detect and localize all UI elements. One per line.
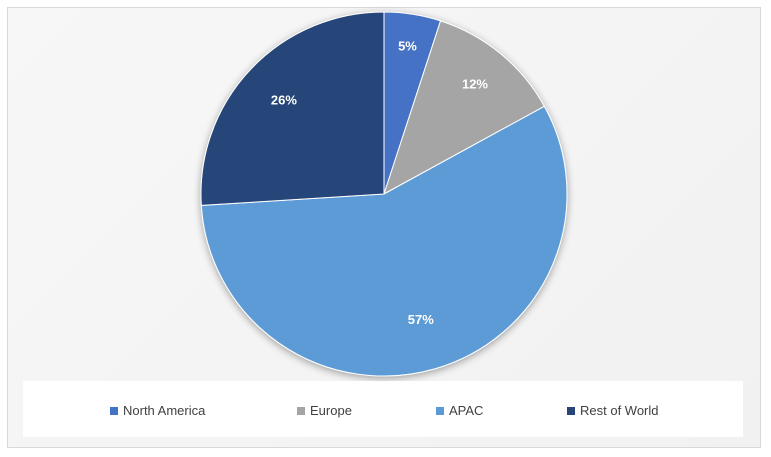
legend: North America Europe APAC Rest of World xyxy=(23,381,743,437)
data-label-north-america: 5% xyxy=(398,39,417,54)
legend-label-apac: APAC xyxy=(449,403,484,418)
legend-item-europe: Europe xyxy=(297,403,352,418)
legend-swatch-europe xyxy=(297,406,305,415)
data-label-europe: 12% xyxy=(462,77,488,92)
legend-item-apac: APAC xyxy=(436,403,483,418)
pie-slice-apac xyxy=(200,105,568,377)
legend-label-europe: Europe xyxy=(310,403,352,418)
legend-swatch-apac xyxy=(436,406,444,415)
legend-label-north-america: North America xyxy=(123,403,206,418)
pie-slice-rest-of-world xyxy=(200,11,385,206)
legend-item-rest-of-world: Rest of World xyxy=(567,403,659,418)
legend-label-rest-of-world: Rest of World xyxy=(580,403,659,418)
legend-item-north-america: North America xyxy=(110,403,205,418)
data-label-apac: 57% xyxy=(408,312,434,327)
legend-swatch-rest-of-world xyxy=(567,406,575,415)
legend-swatch-north-america xyxy=(110,406,118,415)
pie-slice-europe xyxy=(383,20,546,196)
data-label-rest-of-world: 26% xyxy=(271,93,297,108)
